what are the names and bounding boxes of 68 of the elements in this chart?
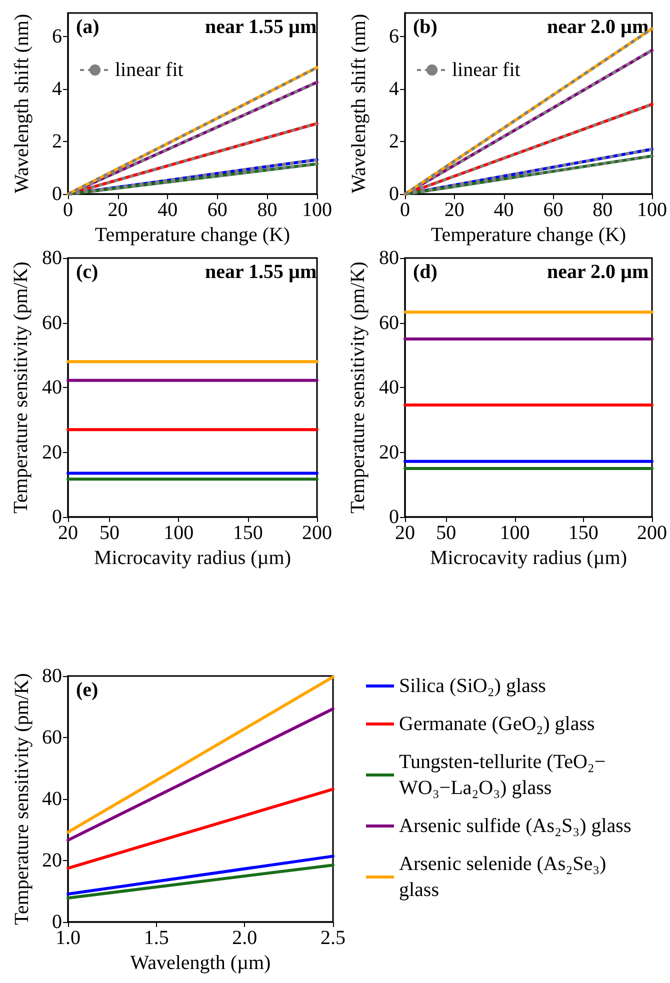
y-tick-label: 20 [379,441,399,464]
x-axis-title: Temperature change (K) [430,224,626,246]
y-tick-label: 4 [52,78,62,100]
x-tick-label: 40 [494,199,514,222]
x-tick-label: 20 [108,199,128,222]
y-tick-label: 60 [42,312,62,334]
legend-label: Arsenic sulfide (As₂S₃) glass [399,815,632,837]
x-tick-label: 200 [637,522,667,544]
legend-label: linear fit [115,59,184,81]
legend-label: Tungsten-tellurite (TeO₂−WO₃−La₂O₃) glass [399,751,606,799]
annotation: (b) [413,16,438,38]
annotation: near 1.55 µm [204,261,317,283]
x-tick-label: 150 [232,522,263,544]
annotation: (e) [76,679,98,701]
y-tick-label: 6 [389,26,399,48]
y-tick-label: 20 [42,441,62,464]
x-tick-label: 100 [637,199,667,222]
x-tick-label: 2.5 [320,927,346,949]
x-axis-title: Microcavity radius (µm) [430,546,628,569]
y-tick-label: 4 [389,78,399,100]
y-tick-label: 40 [42,376,62,398]
y-tick-label: 2 [389,130,399,153]
x-tick-label: 50 [100,522,120,544]
x-tick-label: 60 [543,199,564,222]
x-tick-label: 200 [302,522,332,544]
x-tick-label: 100 [164,522,194,544]
x-tick-label: 20 [444,199,464,222]
y-tick-label: 2 [52,130,62,153]
annotation: (c) [76,261,98,283]
y-axis-title: Temperature sensitivity (pm/K) [347,262,370,514]
x-tick-label: 80 [592,199,613,222]
x-tick-label: 150 [568,522,598,544]
y-axis-title: Temperature sensitivity (pm/K) [11,673,33,925]
legend-label: linear fit [452,59,521,81]
y-axis-title: Wavelength shift (nm) [11,14,33,194]
y-tick-label: 0 [52,183,62,206]
y-tick-label: 60 [42,726,62,748]
x-tick-label: 1.0 [56,927,80,949]
y-axis-title: Temperature sensitivity (pm/K) [10,262,32,514]
x-tick-label: 50 [436,522,456,544]
x-tick-label: 1.5 [144,927,169,949]
annotation: (a) [76,16,100,38]
x-tick-label: 60 [207,199,228,222]
y-tick-label: 0 [389,183,399,206]
y-tick-label: 40 [42,788,62,810]
y-axis-title: Wavelength shift (nm) [348,14,370,194]
legend-label: Silica (SiO₂) glass [399,675,546,697]
y-tick-label: 80 [379,247,399,269]
annotation: near 2.0 µm [546,261,649,283]
annotation: near 1.55 µm [204,16,317,38]
x-axis-title: Microcavity radius (µm) [94,546,292,569]
annotation: (d) [413,261,438,283]
x-tick-label: 100 [302,199,332,222]
legend-label: Arsenic selenide (As₂Se₃) glass [399,853,612,901]
y-tick-label: 40 [379,376,399,398]
y-tick-label: 60 [379,312,399,334]
y-tick-label: 80 [42,247,62,269]
legend-label: Germanate (GeO₂) glass [399,713,595,735]
y-tick-label: 20 [42,850,62,872]
x-axis-title: Wavelength (µm) [130,952,271,974]
annotation: near 2.0 µm [546,16,649,38]
y-tick-label: 80 [42,665,62,687]
x-tick-label: 2.0 [232,927,258,949]
x-tick-label: 40 [158,199,178,222]
y-tick-label: 6 [52,26,62,48]
x-axis-title: Temperature change (K) [94,224,290,246]
x-tick-label: 80 [257,199,278,222]
x-tick-label: 100 [500,522,530,544]
